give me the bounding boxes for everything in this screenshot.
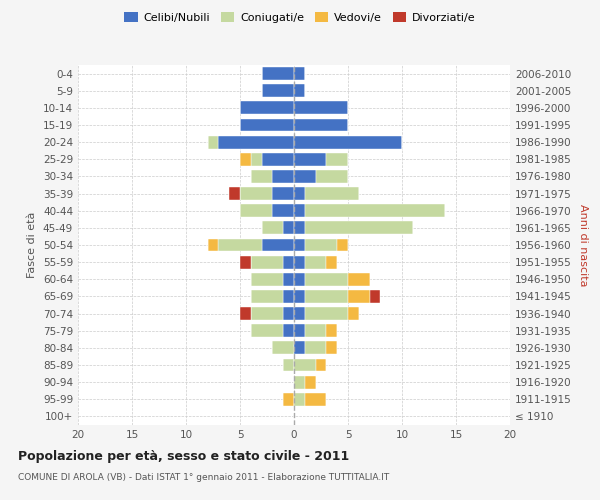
Bar <box>262 238 294 252</box>
Bar <box>262 222 283 234</box>
Bar <box>326 256 337 268</box>
Bar <box>326 153 348 166</box>
Bar <box>305 187 359 200</box>
Y-axis label: Anni di nascita: Anni di nascita <box>578 204 588 286</box>
Text: Popolazione per età, sesso e stato civile - 2011: Popolazione per età, sesso e stato civil… <box>18 450 349 463</box>
Bar <box>316 170 348 183</box>
Bar <box>229 187 240 200</box>
Bar <box>326 342 337 354</box>
Bar <box>240 307 251 320</box>
Bar <box>208 238 218 252</box>
Bar <box>283 273 294 285</box>
Bar <box>294 67 305 80</box>
Bar <box>294 222 305 234</box>
Y-axis label: Fasce di età: Fasce di età <box>28 212 37 278</box>
Bar <box>294 238 305 252</box>
Bar <box>294 170 316 183</box>
Bar <box>294 187 305 200</box>
Bar <box>326 324 337 337</box>
Bar <box>251 307 283 320</box>
Bar <box>305 222 413 234</box>
Bar <box>305 273 348 285</box>
Bar <box>305 376 316 388</box>
Bar <box>272 170 294 183</box>
Bar <box>305 324 326 337</box>
Bar <box>251 256 283 268</box>
Bar <box>294 307 305 320</box>
Bar <box>240 153 251 166</box>
Bar <box>294 256 305 268</box>
Bar <box>240 256 251 268</box>
Bar <box>283 307 294 320</box>
Bar <box>272 342 294 354</box>
Bar <box>305 342 326 354</box>
Bar <box>208 136 218 148</box>
Bar <box>251 324 283 337</box>
Bar <box>294 273 305 285</box>
Bar <box>272 204 294 217</box>
Bar <box>251 170 272 183</box>
Bar <box>305 204 445 217</box>
Bar <box>316 358 326 372</box>
Bar <box>218 136 294 148</box>
Bar <box>262 84 294 97</box>
Bar <box>283 393 294 406</box>
Bar <box>294 290 305 303</box>
Bar <box>305 307 348 320</box>
Bar <box>294 324 305 337</box>
Bar <box>251 153 262 166</box>
Bar <box>370 290 380 303</box>
Bar <box>262 67 294 80</box>
Bar <box>294 136 402 148</box>
Bar <box>294 118 348 132</box>
Bar <box>251 273 283 285</box>
Bar <box>294 153 326 166</box>
Bar <box>294 342 305 354</box>
Bar <box>305 290 348 303</box>
Bar <box>294 376 305 388</box>
Bar <box>337 238 348 252</box>
Bar <box>251 290 283 303</box>
Bar <box>294 393 305 406</box>
Bar <box>218 238 262 252</box>
Bar <box>294 204 305 217</box>
Legend: Celibi/Nubili, Coniugati/e, Vedovi/e, Divorziati/e: Celibi/Nubili, Coniugati/e, Vedovi/e, Di… <box>120 8 480 28</box>
Bar <box>305 238 337 252</box>
Bar <box>240 118 294 132</box>
Bar <box>262 153 294 166</box>
Text: COMUNE DI AROLA (VB) - Dati ISTAT 1° gennaio 2011 - Elaborazione TUTTITALIA.IT: COMUNE DI AROLA (VB) - Dati ISTAT 1° gen… <box>18 472 389 482</box>
Bar <box>283 222 294 234</box>
Bar <box>283 358 294 372</box>
Bar <box>283 290 294 303</box>
Bar <box>283 324 294 337</box>
Bar <box>294 102 348 114</box>
Bar <box>240 204 272 217</box>
Bar <box>240 102 294 114</box>
Bar <box>348 290 370 303</box>
Bar <box>348 307 359 320</box>
Bar <box>283 256 294 268</box>
Bar <box>305 393 326 406</box>
Bar <box>294 358 316 372</box>
Bar <box>305 256 326 268</box>
Bar <box>348 273 370 285</box>
Bar <box>240 187 272 200</box>
Bar <box>272 187 294 200</box>
Bar <box>294 84 305 97</box>
